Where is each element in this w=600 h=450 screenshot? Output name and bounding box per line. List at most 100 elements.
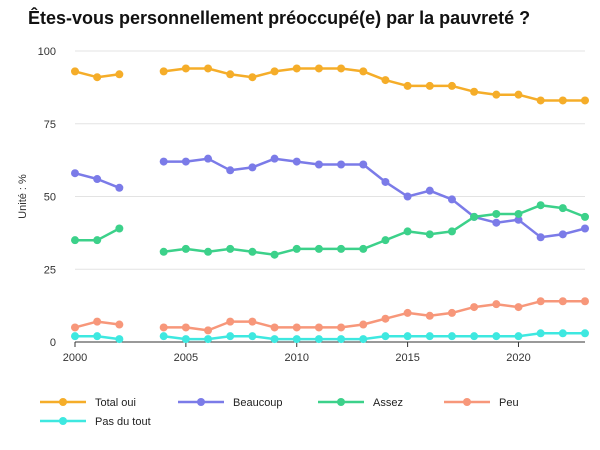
data-point[interactable] xyxy=(204,326,213,335)
data-point[interactable] xyxy=(403,227,412,236)
data-point[interactable] xyxy=(159,67,168,76)
legend-item[interactable]: Pas du tout xyxy=(40,416,151,428)
data-point[interactable] xyxy=(270,67,279,76)
data-point[interactable] xyxy=(159,332,168,341)
data-point[interactable] xyxy=(359,160,368,169)
data-point[interactable] xyxy=(71,236,79,245)
data-point[interactable] xyxy=(581,212,589,221)
data-point[interactable] xyxy=(337,335,346,344)
data-point[interactable] xyxy=(159,157,168,166)
data-point[interactable] xyxy=(204,335,213,344)
data-point[interactable] xyxy=(71,323,79,332)
data-point[interactable] xyxy=(71,332,79,341)
data-point[interactable] xyxy=(292,157,301,166)
data-point[interactable] xyxy=(226,317,235,326)
data-point[interactable] xyxy=(514,332,523,341)
data-point[interactable] xyxy=(181,64,190,73)
data-point[interactable] xyxy=(492,209,501,218)
data-point[interactable] xyxy=(447,332,456,341)
data-point[interactable] xyxy=(381,76,390,85)
data-point[interactable] xyxy=(115,70,124,79)
data-point[interactable] xyxy=(159,247,168,256)
data-point[interactable] xyxy=(292,335,301,344)
data-point[interactable] xyxy=(536,201,545,210)
data-point[interactable] xyxy=(314,323,323,332)
data-point[interactable] xyxy=(381,177,390,186)
data-point[interactable] xyxy=(359,335,368,344)
data-point[interactable] xyxy=(314,244,323,253)
data-point[interactable] xyxy=(558,230,567,239)
data-point[interactable] xyxy=(181,157,190,166)
data-point[interactable] xyxy=(536,297,545,306)
data-point[interactable] xyxy=(115,224,124,233)
data-point[interactable] xyxy=(270,154,279,163)
data-point[interactable] xyxy=(447,81,456,90)
data-point[interactable] xyxy=(292,244,301,253)
data-point[interactable] xyxy=(581,96,589,105)
data-point[interactable] xyxy=(115,183,124,192)
data-point[interactable] xyxy=(425,230,434,239)
data-point[interactable] xyxy=(381,332,390,341)
data-point[interactable] xyxy=(181,244,190,253)
data-point[interactable] xyxy=(359,67,368,76)
data-point[interactable] xyxy=(226,70,235,79)
data-point[interactable] xyxy=(226,166,235,175)
data-point[interactable] xyxy=(447,308,456,317)
data-point[interactable] xyxy=(425,311,434,320)
data-point[interactable] xyxy=(403,332,412,341)
data-point[interactable] xyxy=(403,192,412,201)
data-point[interactable] xyxy=(226,244,235,253)
data-point[interactable] xyxy=(248,317,257,326)
data-point[interactable] xyxy=(492,90,501,99)
legend-item[interactable]: Peu xyxy=(444,397,519,409)
data-point[interactable] xyxy=(248,73,257,82)
data-point[interactable] xyxy=(514,209,523,218)
data-point[interactable] xyxy=(337,160,346,169)
data-point[interactable] xyxy=(248,247,257,256)
data-point[interactable] xyxy=(181,335,190,344)
data-point[interactable] xyxy=(204,154,213,163)
data-point[interactable] xyxy=(470,212,479,221)
data-point[interactable] xyxy=(425,186,434,195)
data-point[interactable] xyxy=(470,87,479,96)
data-point[interactable] xyxy=(270,335,279,344)
data-point[interactable] xyxy=(93,317,102,326)
data-point[interactable] xyxy=(470,303,479,312)
data-point[interactable] xyxy=(337,323,346,332)
data-point[interactable] xyxy=(292,323,301,332)
data-point[interactable] xyxy=(581,224,589,233)
data-point[interactable] xyxy=(536,233,545,242)
data-point[interactable] xyxy=(381,236,390,245)
data-point[interactable] xyxy=(93,236,102,245)
data-point[interactable] xyxy=(204,247,213,256)
data-point[interactable] xyxy=(403,81,412,90)
data-point[interactable] xyxy=(514,303,523,312)
data-point[interactable] xyxy=(115,335,124,344)
data-point[interactable] xyxy=(159,323,168,332)
data-point[interactable] xyxy=(558,204,567,213)
data-point[interactable] xyxy=(337,244,346,253)
data-point[interactable] xyxy=(581,329,589,338)
legend-item[interactable]: Total oui xyxy=(40,397,136,409)
data-point[interactable] xyxy=(181,323,190,332)
data-point[interactable] xyxy=(425,332,434,341)
data-point[interactable] xyxy=(558,297,567,306)
data-point[interactable] xyxy=(71,169,79,178)
data-point[interactable] xyxy=(314,160,323,169)
data-point[interactable] xyxy=(403,308,412,317)
data-point[interactable] xyxy=(93,332,102,341)
data-point[interactable] xyxy=(558,329,567,338)
data-point[interactable] xyxy=(270,250,279,259)
data-point[interactable] xyxy=(314,335,323,344)
data-point[interactable] xyxy=(93,73,102,82)
data-point[interactable] xyxy=(558,96,567,105)
data-point[interactable] xyxy=(536,96,545,105)
data-point[interactable] xyxy=(115,320,124,329)
data-point[interactable] xyxy=(71,67,79,76)
data-point[interactable] xyxy=(292,64,301,73)
data-point[interactable] xyxy=(248,332,257,341)
data-point[interactable] xyxy=(492,332,501,341)
data-point[interactable] xyxy=(492,218,501,227)
data-point[interactable] xyxy=(381,314,390,323)
data-point[interactable] xyxy=(492,300,501,309)
